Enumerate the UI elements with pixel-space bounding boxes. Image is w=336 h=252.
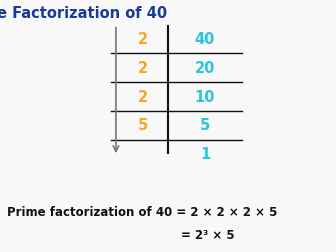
Text: = 2³ × 5: = 2³ × 5 [181, 229, 235, 242]
Text: 5: 5 [137, 118, 148, 134]
Text: 1: 1 [200, 147, 210, 163]
Text: 2: 2 [138, 60, 148, 76]
Text: e Factorization of 40: e Factorization of 40 [0, 6, 167, 21]
Text: 40: 40 [195, 32, 215, 47]
Text: 5: 5 [200, 118, 210, 134]
Text: 2: 2 [138, 89, 148, 105]
Text: 10: 10 [195, 89, 215, 105]
Text: 2: 2 [138, 32, 148, 47]
Text: Prime factorization of 40 = 2 × 2 × 2 × 5: Prime factorization of 40 = 2 × 2 × 2 × … [7, 206, 277, 219]
Text: 20: 20 [195, 60, 215, 76]
